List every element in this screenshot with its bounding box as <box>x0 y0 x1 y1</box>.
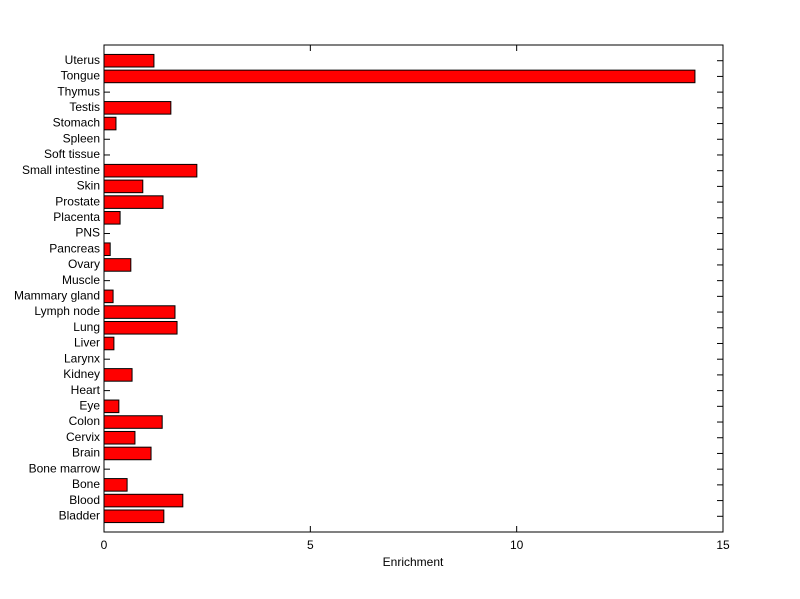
y-tick-label: Cervix <box>66 430 100 444</box>
y-tick-label: Brain <box>72 446 100 460</box>
y-tick-label: Lymph node <box>34 304 100 318</box>
y-tick-label: Muscle <box>62 273 100 287</box>
bar <box>103 53 155 68</box>
y-tick-label: Placenta <box>53 210 100 224</box>
y-tick-label: Colon <box>69 414 100 428</box>
bar <box>103 430 136 445</box>
bar <box>103 258 132 272</box>
x-tick-label: 15 <box>716 538 730 552</box>
y-tick-label: Blood <box>69 493 100 507</box>
axes-box <box>103 44 724 533</box>
y-tick-label: Spleen <box>63 131 100 145</box>
x-tick-label: 10 <box>510 538 524 552</box>
bar <box>103 195 164 209</box>
y-tick-label: PNS <box>75 226 100 240</box>
bar <box>103 242 111 257</box>
y-tick-label: Prostate <box>55 194 100 208</box>
y-tick-label: Larynx <box>64 351 100 365</box>
y-tick-label: Liver <box>74 336 100 350</box>
y-tick-label: Kidney <box>63 367 100 381</box>
y-tick-label: Bone marrow <box>29 461 101 475</box>
y-tick-label: Pancreas <box>49 241 100 255</box>
x-axis-label: Enrichment <box>383 555 444 569</box>
y-tick-label: Bone <box>72 477 100 491</box>
bar <box>103 320 178 335</box>
y-tick-label: Stomach <box>53 116 100 130</box>
y-tick-label: Bladder <box>59 508 100 522</box>
y-tick-label: Tongue <box>61 69 101 83</box>
y-tick-label: Heart <box>71 383 101 397</box>
y-tick-label: Ovary <box>68 257 100 271</box>
bar <box>103 493 184 508</box>
bar <box>103 179 144 194</box>
bar <box>103 69 696 84</box>
bar <box>103 305 176 319</box>
y-tick-label: Soft tissue <box>44 147 100 161</box>
x-tick-label: 0 <box>101 538 108 552</box>
bar <box>103 289 114 304</box>
x-tick-label: 5 <box>307 538 314 552</box>
y-tick-label: Eye <box>79 398 100 412</box>
bar <box>103 399 120 414</box>
y-tick-label: Lung <box>73 320 100 334</box>
bar <box>103 163 198 178</box>
y-tick-label: Mammary gland <box>14 289 100 303</box>
y-tick-label: Thymus <box>57 84 100 98</box>
y-tick-label: Small intestine <box>22 163 100 177</box>
bar <box>103 368 133 382</box>
bar <box>103 101 172 115</box>
bar <box>103 116 117 131</box>
y-tick-label: Testis <box>69 100 100 114</box>
y-tick-label: Skin <box>77 179 100 193</box>
bar <box>103 211 121 225</box>
bar <box>103 509 165 524</box>
bar <box>103 415 163 429</box>
y-tick-label: Uterus <box>65 53 100 67</box>
bar <box>103 478 128 492</box>
bar <box>103 446 152 461</box>
bar <box>103 336 115 351</box>
